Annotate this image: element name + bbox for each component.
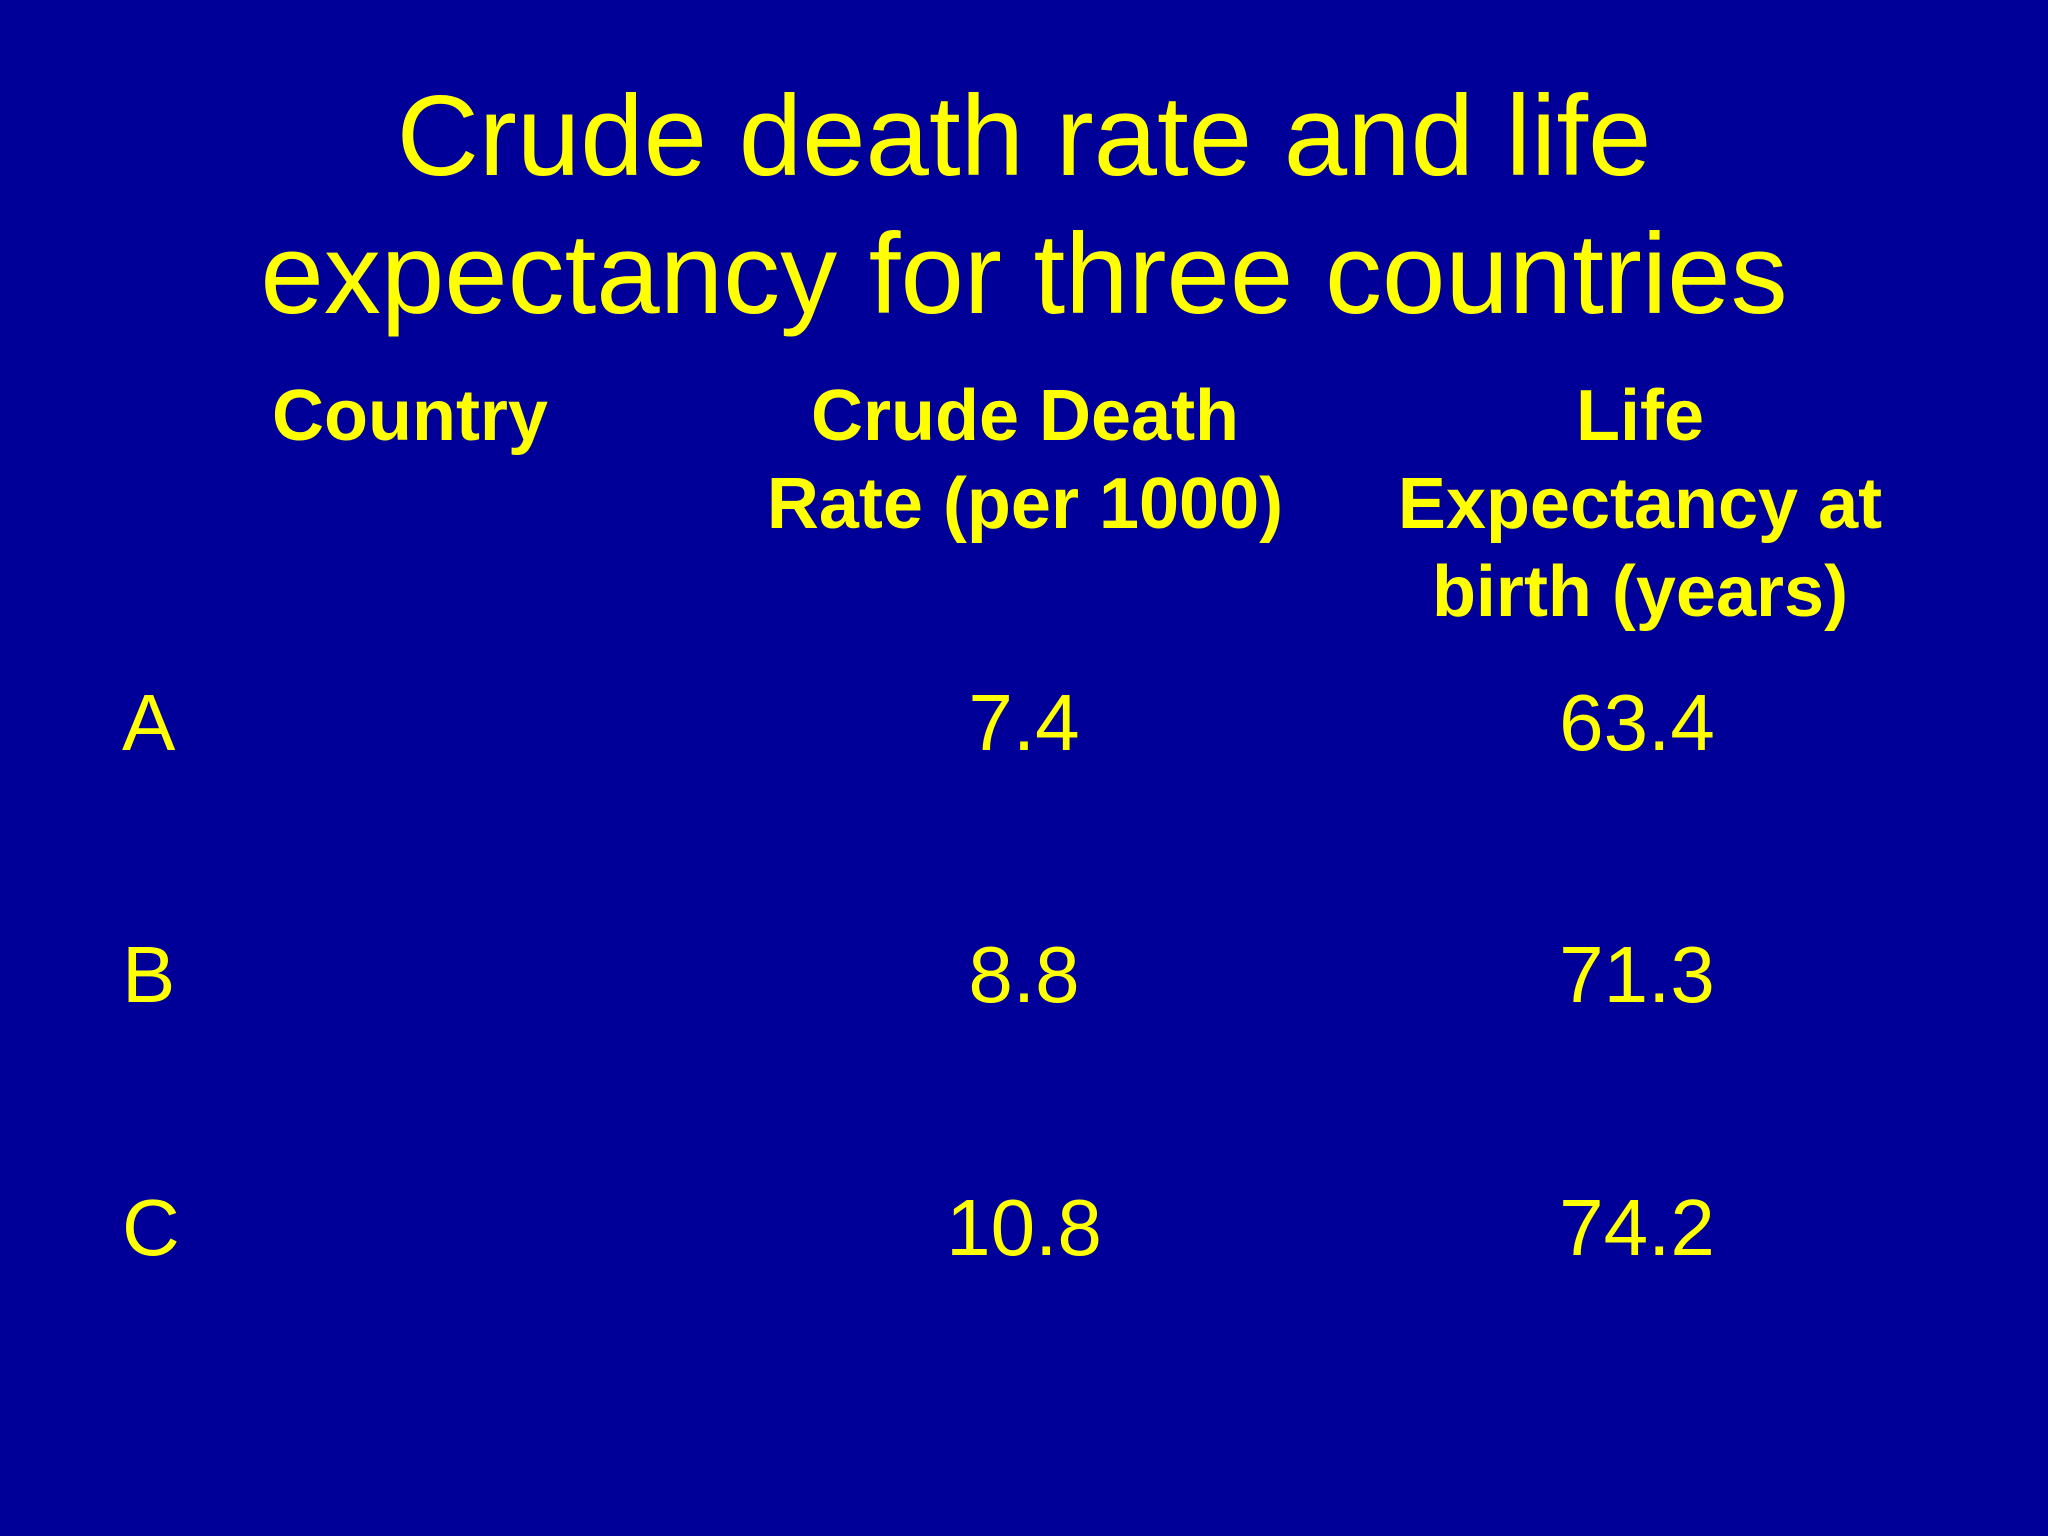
column-header-country-line-1: Country [272,376,548,456]
slide-title-line-1: Crude death rate and life [396,73,1652,200]
slide-title-line-2: expectancy for three countries [260,211,1788,338]
table-row-a-crude-death-rate: 7.4 [968,678,1080,767]
table-row-b-life-expectancy: 71.3 [1559,930,1715,1019]
table-row-b-country: B [122,930,176,1019]
column-header-life-expectancy-line-3: birth (years) [1431,552,1849,632]
slide-title: Crude death rate and life expectancy for… [0,68,2048,344]
column-header-crude-death-rate: Crude Death Rate (per 1000) [700,372,1350,548]
column-header-life-expectancy: Life Expectancy at birth (years) [1340,372,1940,636]
column-header-life-expectancy-line-1: Life [1575,376,1704,456]
column-header-country: Country [210,372,610,460]
table-row-a-life-expectancy: 63.4 [1559,678,1715,767]
table-row-c-crude-death-rate: 10.8 [946,1183,1102,1272]
column-header-crude-death-rate-line-1: Crude Death [810,376,1240,456]
table-row-a-country: A [122,678,176,767]
table-row-b-crude-death-rate: 8.8 [968,930,1080,1019]
column-header-life-expectancy-line-2: Expectancy at [1397,464,1883,544]
table-row-c-life-expectancy: 74.2 [1559,1183,1715,1272]
table-row-c-country: C [122,1183,180,1272]
column-header-crude-death-rate-line-2: Rate (per 1000) [766,464,1284,544]
